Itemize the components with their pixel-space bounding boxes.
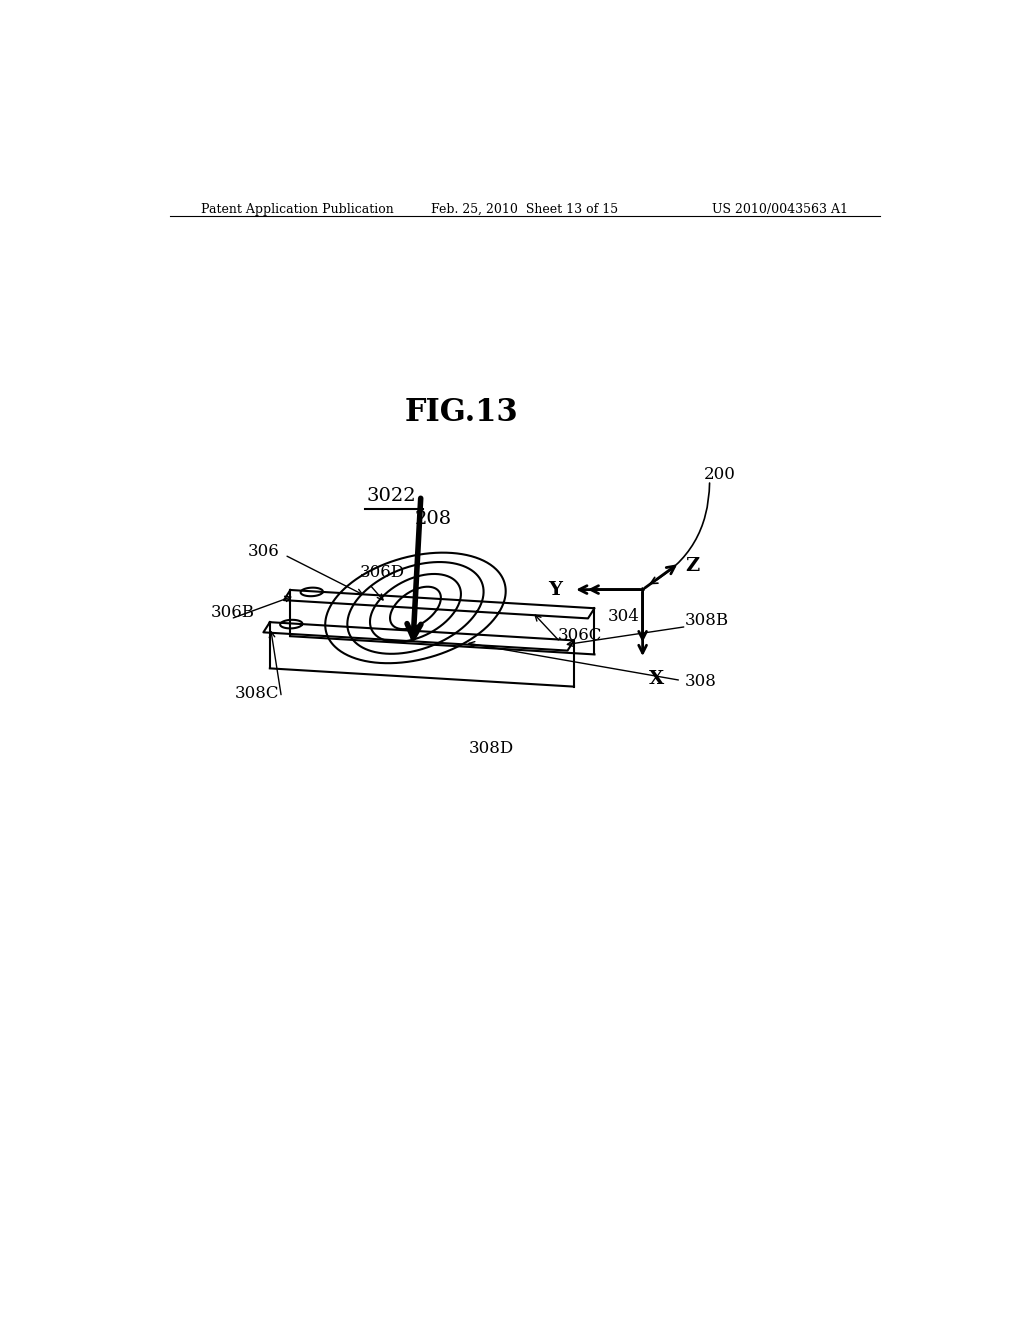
Text: 306B: 306B <box>211 605 255 622</box>
Text: US 2010/0043563 A1: US 2010/0043563 A1 <box>713 203 848 216</box>
Text: FIG.13: FIG.13 <box>404 397 518 428</box>
Text: X: X <box>649 671 664 689</box>
Text: 308B: 308B <box>685 612 729 628</box>
Text: 200: 200 <box>705 466 736 483</box>
Text: Feb. 25, 2010  Sheet 13 of 15: Feb. 25, 2010 Sheet 13 of 15 <box>431 203 618 216</box>
Text: 306: 306 <box>248 543 280 560</box>
Text: Y: Y <box>548 581 562 598</box>
Text: 308D: 308D <box>468 739 514 756</box>
Text: Patent Application Publication: Patent Application Publication <box>202 203 394 216</box>
Text: 208: 208 <box>415 510 452 528</box>
Text: Z: Z <box>686 557 700 576</box>
Text: 308: 308 <box>685 673 717 690</box>
Text: 3022: 3022 <box>366 487 416 506</box>
Text: 308C: 308C <box>234 685 280 702</box>
Text: 306D: 306D <box>360 564 406 581</box>
Text: 304: 304 <box>608 609 640 626</box>
Text: 306C: 306C <box>558 627 602 644</box>
